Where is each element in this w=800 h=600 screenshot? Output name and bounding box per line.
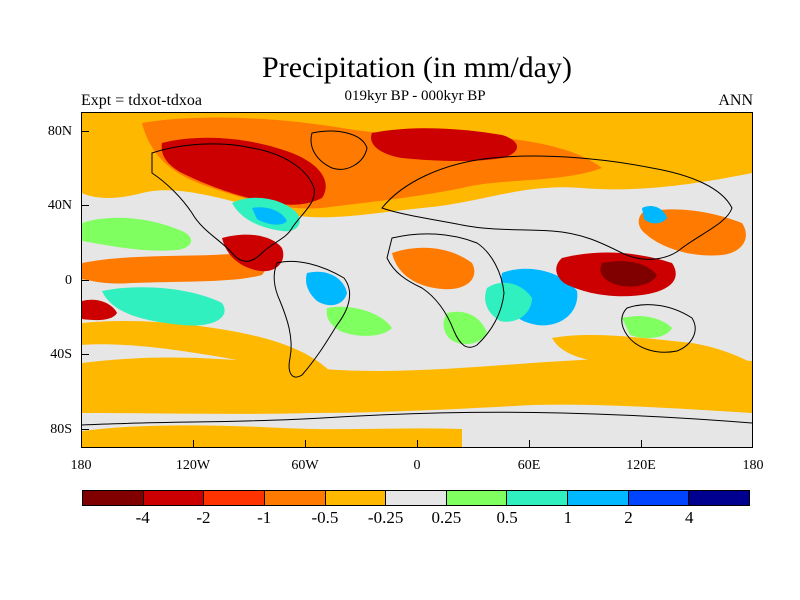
field-north-atlantic-lightblue — [252, 207, 287, 225]
lat-tick — [81, 280, 89, 281]
colorbar-label: -1 — [257, 508, 272, 527]
lat-label-40s: 40S — [50, 347, 72, 362]
lon-tick — [417, 440, 418, 448]
colorbar-label: -0.5 — [311, 508, 339, 527]
colorbar-label: -0.25 — [367, 508, 404, 527]
field-south-pacific-green — [102, 287, 225, 326]
lat-tick — [81, 205, 89, 206]
season-label: ANN — [718, 92, 753, 109]
field-north-america-red — [161, 137, 326, 205]
colorbar-label: 1 — [563, 508, 573, 527]
coast-eurasia — [381, 155, 733, 260]
field-amazon-blue — [306, 271, 347, 306]
field-southern-band-2 — [82, 425, 462, 447]
field-west-pacific-red — [82, 299, 117, 321]
field-east-asia-blue — [642, 206, 667, 224]
colorbar-swatch — [143, 491, 205, 505]
lon-tick — [193, 440, 194, 448]
lon-label-180e: 180 — [742, 458, 764, 473]
colorbar-swatch — [628, 491, 690, 505]
colorbar-swatch — [507, 491, 569, 505]
field-pacific-south-band — [82, 321, 332, 383]
field-australia-green — [622, 316, 672, 339]
coastlines — [82, 130, 752, 426]
colorbar-label: 0.5 — [496, 508, 518, 527]
lon-label-120w: 120W — [175, 458, 211, 473]
lat-label-40n: 40N — [47, 198, 72, 213]
colorbar-swatch — [325, 491, 387, 505]
field-southern-band — [82, 357, 752, 414]
colorbar-swatch — [446, 491, 508, 505]
lon-tick — [641, 440, 642, 448]
field-tropical-pacific-orange — [82, 252, 266, 284]
lat-label-0: 0 — [65, 273, 72, 288]
field-maritime-deep — [600, 261, 657, 287]
colorbar-swatch — [689, 491, 750, 505]
field-south-indian-orange — [552, 335, 752, 375]
lon-label-0: 0 — [413, 458, 421, 473]
lat-tick — [81, 429, 89, 430]
lon-label-180w: 180 — [70, 458, 92, 473]
lat-label-80s: 80S — [50, 422, 72, 437]
field-amazon-green — [326, 306, 392, 336]
coast-greenland — [310, 130, 368, 170]
lon-tick — [305, 440, 306, 448]
map-title: Precipitation (in mm/day) — [262, 51, 572, 84]
lat-tick — [81, 354, 89, 355]
field-south-africa-green — [443, 311, 487, 345]
colorbar-swatch — [568, 491, 629, 505]
field-sahel-orange — [392, 247, 475, 290]
experiment-label: Expt = tdxot-tdxoa — [81, 92, 203, 109]
colorbar-label: -4 — [135, 508, 150, 527]
colorbar-label: 4 — [685, 508, 694, 527]
colorbar — [82, 490, 750, 506]
lon-label-60e: 60E — [517, 458, 541, 473]
colorbar-swatch — [83, 491, 144, 505]
map-subtitle: 019kyr BP - 000kyr BP — [344, 88, 486, 104]
field-west-pacific-orange — [638, 209, 746, 256]
colorbar-swatch — [386, 491, 447, 505]
colorbar-swatch — [264, 491, 326, 505]
lat-tick — [81, 131, 89, 132]
lon-label-120e: 120E — [626, 458, 656, 473]
lat-label-80n: 80N — [47, 124, 72, 139]
coast-africa — [386, 233, 505, 348]
coast-antarctica — [82, 411, 752, 426]
colorbar-label: 0.25 — [431, 508, 462, 527]
lon-tick — [529, 440, 530, 448]
colorbar-swatch — [204, 491, 265, 505]
colorbar-label: -2 — [196, 508, 211, 527]
coast-australia — [621, 304, 696, 353]
lon-label-60w: 60W — [291, 458, 319, 473]
field-africa-green — [485, 282, 532, 322]
precipitation-map — [81, 112, 753, 448]
map-field-svg — [82, 113, 752, 447]
coast-south-america — [273, 260, 351, 378]
colorbar-label: 2 — [624, 508, 633, 527]
coast-north-america — [151, 143, 315, 262]
field-arctic-red — [371, 128, 517, 162]
field-pacific-north-green — [82, 217, 192, 251]
field-caribbean-red — [222, 234, 284, 272]
